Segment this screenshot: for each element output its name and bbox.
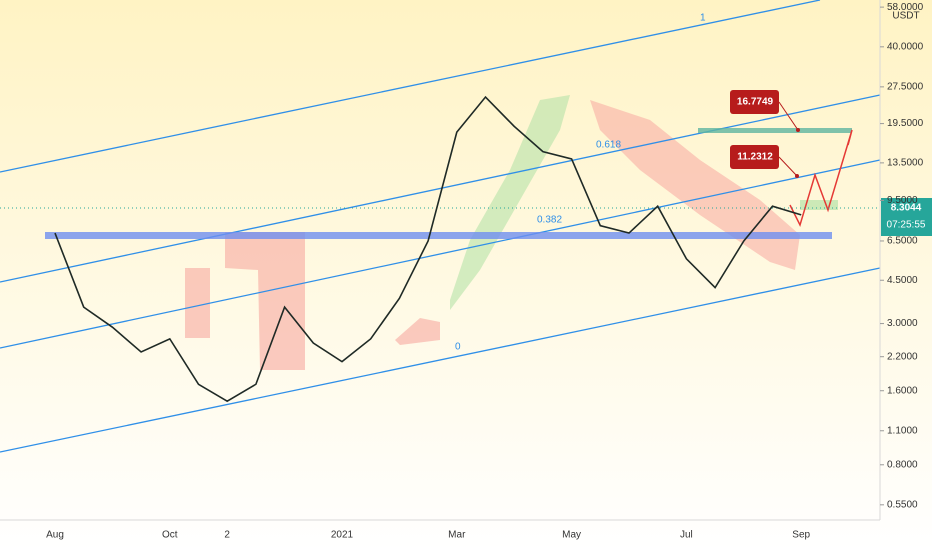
y-tick-label: 3.0000 (887, 318, 918, 329)
x-tick-label: Oct (162, 530, 178, 541)
y-tick-label: 13.5000 (887, 158, 924, 169)
x-tick-label: Jul (680, 530, 693, 541)
callout-box (730, 90, 779, 114)
channel-line (0, 267, 881, 453)
x-tick-label: May (562, 530, 581, 541)
callout-dot (795, 174, 799, 178)
projection (789, 129, 853, 228)
support-zone (45, 232, 832, 239)
channel-line (0, 159, 881, 349)
x-tick-label: Sep (792, 530, 810, 541)
y-tick-label: 9.5000 (887, 195, 918, 206)
x-tick-label: 2021 (331, 530, 354, 541)
y-tick-label: 58.0000 (887, 2, 924, 13)
y-tick-label: 1.1000 (887, 425, 918, 436)
drawings (0, 0, 932, 521)
callout-dot (796, 128, 800, 132)
target-zone (698, 128, 852, 133)
price-line (54, 95, 802, 403)
fib-label: 0.618 (596, 140, 621, 151)
fib-label: 1 (700, 13, 706, 24)
unit-label: USDT (892, 11, 919, 22)
y-tick-label: 27.5000 (887, 81, 924, 92)
x-tick-label: 2 (224, 530, 230, 541)
callout-line (778, 156, 798, 177)
y-tick-label: 6.5000 (887, 236, 918, 247)
target-label: 11.2312 (737, 152, 773, 163)
y-tick-label: 2.2000 (887, 351, 918, 362)
countdown: 07:25:55 (887, 220, 926, 231)
channel-line (0, 0, 821, 173)
callout-line (778, 101, 799, 131)
last-price: 8.3044 (891, 203, 922, 214)
cloud (225, 232, 305, 370)
y-tick-label: 4.5000 (887, 275, 918, 286)
cloud (395, 318, 440, 345)
x-tick-label: Aug (46, 530, 64, 541)
fib-label: 0.382 (537, 215, 562, 226)
y-tick-label: 1.6000 (887, 385, 918, 396)
cloud (185, 268, 210, 338)
y-tick-label: 0.5500 (887, 499, 918, 510)
cloud (590, 100, 800, 270)
price-tag (881, 198, 932, 236)
y-tick-label: 0.8000 (887, 459, 918, 470)
channel-line (0, 94, 881, 283)
fib-label: 0 (455, 342, 461, 353)
y-tick-label: 40.0000 (887, 41, 924, 52)
target-label: 16.7749 (737, 97, 774, 108)
y-tick-label: 19.5000 (887, 118, 924, 129)
callout-box (730, 145, 779, 169)
x-tick-label: Mar (448, 530, 466, 541)
